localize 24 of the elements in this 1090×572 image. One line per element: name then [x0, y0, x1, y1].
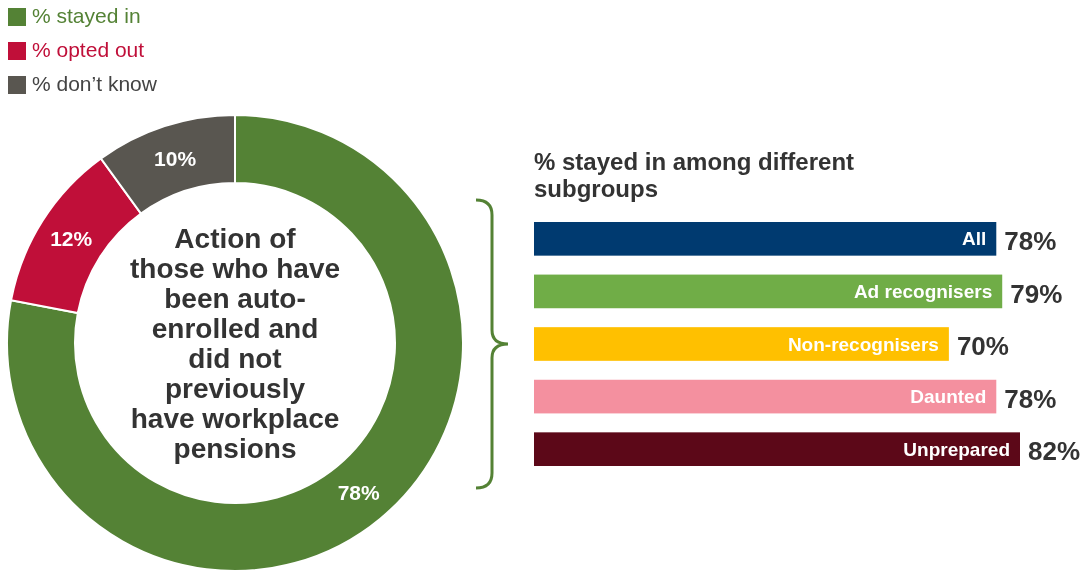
y-tick-label: Unprepared: [903, 438, 1010, 460]
bar: [534, 379, 997, 414]
legend-label: % don’t know: [32, 72, 158, 95]
data-label: 78%: [1004, 383, 1057, 414]
bar: [534, 327, 949, 361]
data-label: 79%: [1010, 278, 1063, 309]
legend-label: % stayed in: [32, 4, 141, 27]
data-label: 78%: [337, 480, 380, 504]
bar: [534, 222, 997, 256]
chart-title: % stayed in among different subgroups: [534, 148, 855, 202]
bar: [534, 274, 1003, 309]
legend-label: % opted out: [32, 38, 145, 61]
y-tick-label: Daunted: [910, 386, 987, 408]
data-label: 10%: [154, 146, 197, 170]
donut-slice: [6, 114, 464, 572]
data-label: 12%: [50, 227, 93, 251]
y-tick-label: Ad recognisers: [853, 281, 993, 303]
data-label: 82%: [1028, 436, 1081, 467]
y-tick-label: All: [962, 228, 987, 250]
y-tick-label: Non-recognisers: [787, 333, 939, 355]
data-label: 70%: [956, 331, 1009, 362]
text: Action of those who have been auto-enrolled and did not previously have workplace pensions: [129, 223, 341, 464]
bar: [534, 432, 1020, 466]
data-label: 78%: [1004, 225, 1057, 256]
